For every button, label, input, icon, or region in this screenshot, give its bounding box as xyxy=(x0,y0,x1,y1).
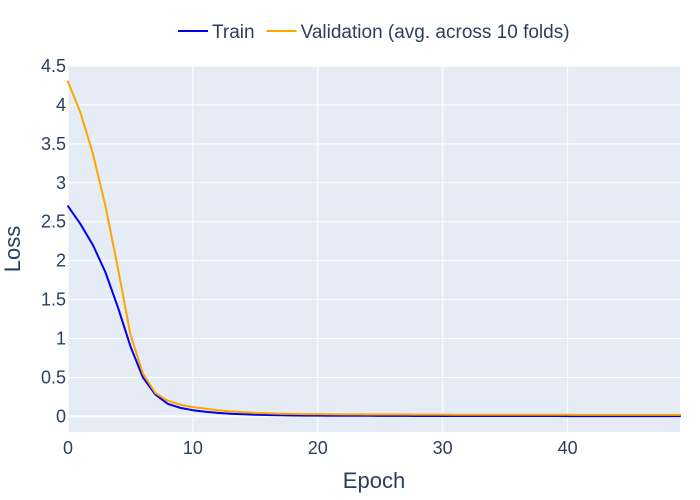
y-tick-labels: 0 0.5 1 1.5 2 2.5 3 3.5 4 4.5 xyxy=(41,56,66,426)
legend-label: Validation (avg. across 10 folds) xyxy=(301,22,570,43)
y-tick-label: 3 xyxy=(56,173,66,193)
y-tick-label: 1.5 xyxy=(41,290,66,310)
y-tick-label: 1 xyxy=(56,329,66,349)
y-tick-label: 4 xyxy=(56,95,66,115)
x-tick-label: 0 xyxy=(63,438,73,458)
y-tick-label: 0 xyxy=(56,406,66,426)
series-line-1 xyxy=(67,80,681,416)
plot-area xyxy=(68,66,680,432)
x-tick-label: 40 xyxy=(558,438,578,458)
legend-item-0: Train xyxy=(178,22,255,43)
y-tick-label: 0.5 xyxy=(41,367,66,387)
legend-item-1: Validation (avg. across 10 folds) xyxy=(266,22,570,43)
y-tick-label: 4.5 xyxy=(41,56,66,76)
y-tick-label: 3.5 xyxy=(41,134,66,154)
x-tick-label: 30 xyxy=(433,438,453,458)
x-tick-label: 20 xyxy=(308,438,328,458)
x-axis-title: Epoch xyxy=(343,468,405,493)
grid-lines xyxy=(67,65,680,432)
legend: Train Validation (avg. across 10 folds) xyxy=(178,22,570,43)
x-tick-label: 10 xyxy=(183,438,203,458)
series-line-0 xyxy=(67,205,681,418)
x-tick-labels: 0 10 20 30 40 xyxy=(63,438,578,458)
y-axis-title: Loss xyxy=(0,226,25,272)
series-lines xyxy=(67,80,681,418)
y-tick-label: 2.5 xyxy=(41,212,66,232)
y-tick-label: 2 xyxy=(56,251,66,271)
legend-label: Train xyxy=(212,22,255,43)
